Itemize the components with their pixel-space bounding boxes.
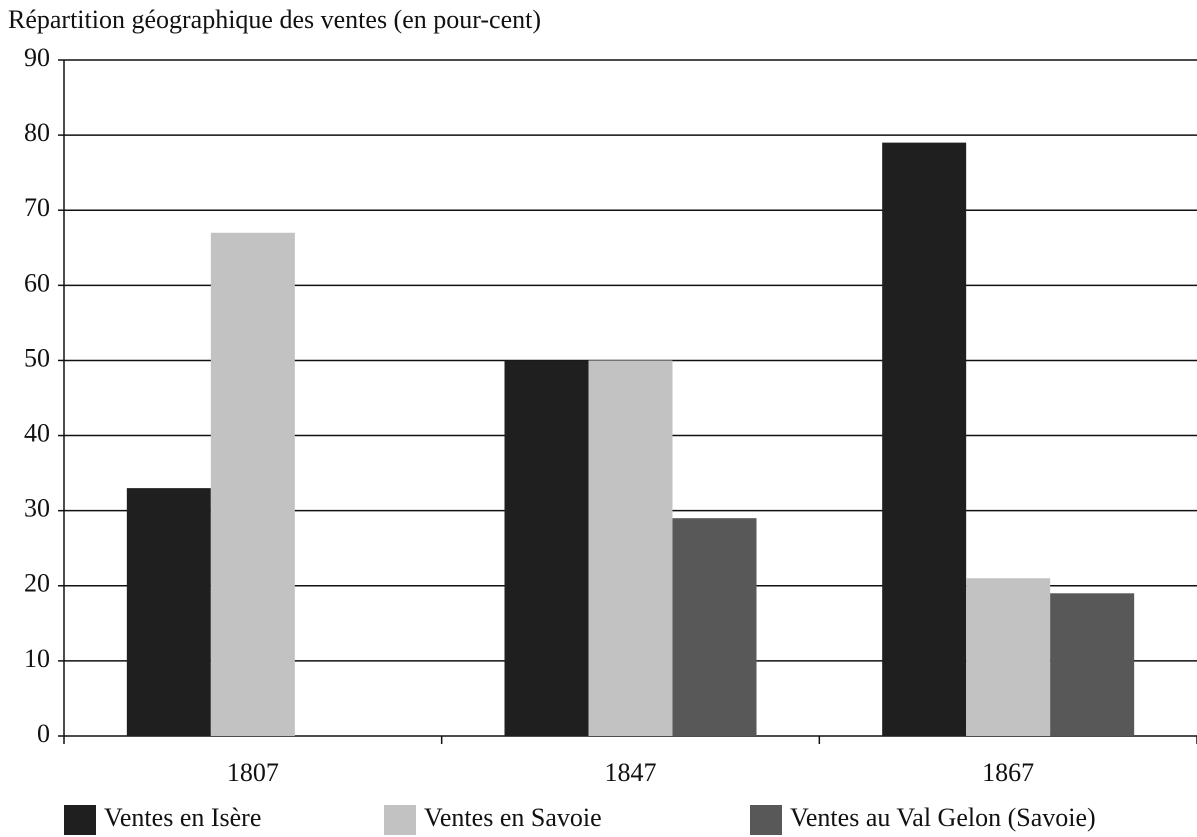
bar [588, 360, 673, 736]
bar [126, 488, 211, 736]
legend-swatch [384, 805, 416, 835]
bar [882, 142, 967, 737]
x-tick-label: 1807 [227, 758, 279, 787]
y-tick-label: 10 [24, 644, 50, 673]
x-tick-label: 1867 [982, 758, 1034, 787]
legend-label: Ventes au Val Gelon (Savoie) [790, 803, 1096, 832]
legend-label: Ventes en Savoie [424, 803, 602, 832]
y-tick-label: 0 [37, 719, 50, 748]
legend-swatch [64, 805, 96, 835]
bar [210, 232, 295, 736]
y-tick-label: 60 [24, 268, 50, 297]
bar [966, 578, 1051, 736]
bar [672, 518, 757, 736]
bar [504, 360, 589, 736]
y-tick-label: 40 [24, 419, 50, 448]
y-tick-label: 80 [24, 118, 50, 147]
y-tick-label: 50 [24, 343, 50, 372]
legend-swatch [750, 805, 782, 835]
y-tick-label: 90 [24, 43, 50, 72]
y-tick-label: 70 [24, 193, 50, 222]
y-tick-label: 20 [24, 569, 50, 598]
y-tick-label: 30 [24, 494, 50, 523]
legend-label: Ventes en Isère [104, 803, 261, 832]
bar [1050, 593, 1135, 736]
chart-title: Répartition géographique des ventes (en … [8, 5, 541, 34]
x-tick-label: 1847 [605, 758, 657, 787]
